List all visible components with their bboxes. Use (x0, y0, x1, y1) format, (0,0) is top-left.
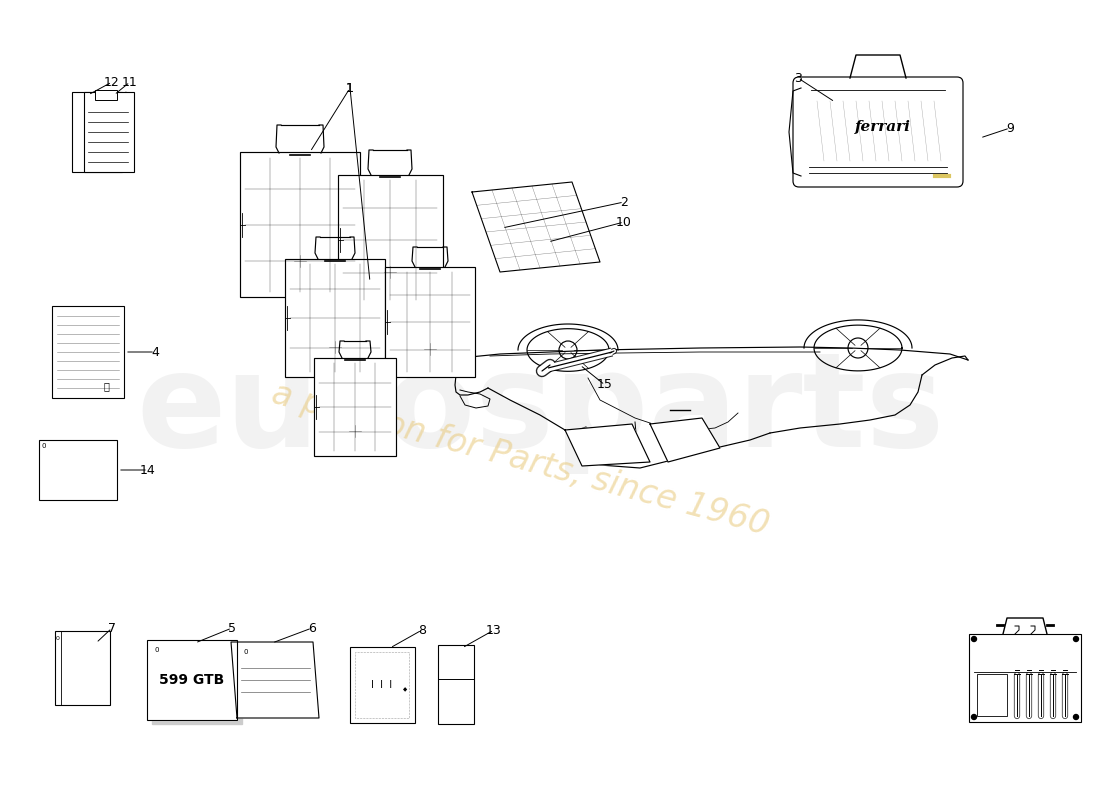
Bar (314, 358, 396, 456)
Text: 15: 15 (597, 378, 613, 391)
Text: ferrari: ferrari (855, 120, 911, 134)
Circle shape (971, 714, 977, 719)
Text: a passion for Parts, since 1960: a passion for Parts, since 1960 (267, 378, 772, 542)
Bar (969, 634, 1081, 722)
Bar (147, 640, 236, 720)
Polygon shape (969, 634, 1081, 722)
Bar (438, 645, 474, 724)
Bar (52, 306, 124, 398)
Polygon shape (438, 646, 474, 724)
Bar (39, 440, 117, 500)
Text: 2: 2 (620, 195, 628, 209)
Bar (338, 175, 443, 305)
Bar (240, 152, 360, 297)
Polygon shape (147, 640, 236, 720)
Text: 6: 6 (308, 622, 316, 634)
Text: 10: 10 (616, 215, 631, 229)
Text: 3: 3 (794, 71, 802, 85)
Bar (977, 674, 1007, 716)
Bar (350, 647, 415, 723)
Text: 13: 13 (486, 623, 502, 637)
Text: 14: 14 (140, 463, 156, 477)
Polygon shape (350, 647, 414, 723)
Text: 12: 12 (104, 75, 120, 89)
Bar (95, 90, 117, 100)
Bar (72, 92, 122, 172)
Polygon shape (650, 418, 721, 462)
Circle shape (1074, 714, 1078, 719)
Polygon shape (472, 182, 600, 272)
Text: 0: 0 (56, 635, 59, 641)
Circle shape (971, 637, 977, 642)
Text: 11: 11 (122, 75, 138, 89)
Text: 1: 1 (346, 82, 354, 94)
Polygon shape (55, 631, 109, 705)
Text: 5: 5 (228, 622, 236, 634)
Bar (385, 267, 475, 377)
Text: 🐴: 🐴 (103, 381, 109, 391)
Bar (55, 631, 110, 705)
FancyBboxPatch shape (793, 77, 962, 187)
Polygon shape (565, 424, 650, 466)
Bar (285, 259, 385, 377)
Polygon shape (152, 644, 242, 724)
Polygon shape (52, 306, 124, 398)
Text: 0: 0 (155, 647, 160, 653)
Text: 9: 9 (1006, 122, 1014, 134)
Text: 0: 0 (42, 443, 46, 449)
Polygon shape (39, 440, 117, 500)
Text: ◆: ◆ (403, 687, 407, 693)
Circle shape (1074, 637, 1078, 642)
Text: 0: 0 (244, 649, 249, 655)
Text: 1: 1 (346, 82, 354, 94)
Text: 599 GTB: 599 GTB (160, 673, 224, 687)
Text: 4: 4 (151, 346, 158, 358)
Text: 7: 7 (108, 622, 115, 634)
Text: 🐴: 🐴 (95, 105, 100, 115)
Bar (84, 92, 134, 172)
Text: 8: 8 (418, 623, 426, 637)
Polygon shape (231, 642, 319, 718)
Text: eurosparts: eurosparts (136, 346, 944, 474)
Text: I  I  I: I I I (372, 680, 393, 690)
